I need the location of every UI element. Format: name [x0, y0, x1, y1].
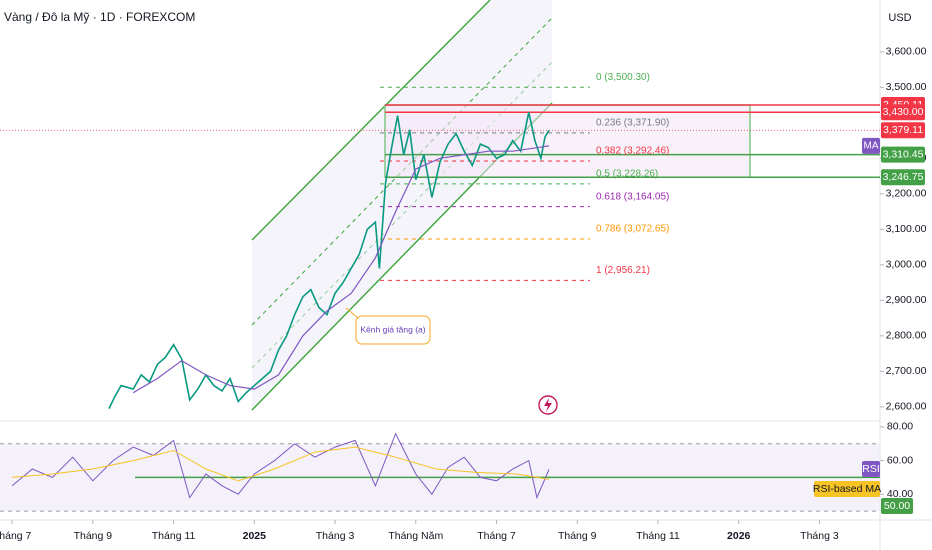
price-tag-label: 3,379.11 [883, 124, 923, 136]
rsi-tick-label: 60.00 [887, 454, 913, 466]
x-tick-label: Tháng 9 [74, 530, 113, 542]
price-tag [881, 146, 925, 163]
fib-label: 0.618 (3,164.05) [596, 191, 669, 202]
y-tick-label: 2,800.00 [886, 330, 927, 342]
price-tag [881, 122, 925, 139]
price-tag [881, 169, 925, 186]
price-tag [881, 104, 925, 121]
x-tick-label: 2026 [727, 530, 751, 542]
y-tick-label: 3,500.00 [886, 81, 927, 93]
fib-label: 0.786 (3,072.65) [596, 224, 669, 235]
price-tag-label: 3,246.75 [883, 171, 924, 183]
annotation: Kênh giá tăng (a) [360, 324, 425, 334]
range-box [384, 104, 751, 178]
fib-label: 0.382 (3,292.46) [596, 146, 669, 157]
chart-title: Vàng / Đô la Mỹ · 1D · FOREXCOM [4, 10, 195, 24]
price-line-series [108, 112, 550, 409]
rsi-tag-label: RSI [862, 463, 880, 475]
series-tag [862, 137, 880, 154]
ma-line [132, 145, 550, 394]
rsi-tag [862, 461, 880, 477]
y-tick-label: 3,100.00 [886, 223, 927, 235]
x-tick-label: Tháng 3 [800, 530, 839, 542]
x-tick-label: 2025 [243, 530, 267, 542]
x-tick-label: Tháng 11 [636, 530, 680, 542]
rsi-tick-label: 40.00 [887, 488, 913, 500]
y-tick-label: 2,900.00 [886, 294, 927, 306]
y-tick-label: 2,700.00 [886, 365, 927, 377]
channel-fill [252, 0, 552, 410]
x-tick-label: Tháng 3 [316, 530, 355, 542]
y-tick-label: 3,200.00 [886, 188, 927, 200]
rsi-tag [814, 481, 880, 497]
foreground-layer: Tháng 7 Tháng 9 Tháng 11 2025 Tháng 3 Tháng N… [0, 46, 927, 542]
rsi-level-tag [881, 498, 913, 514]
y-tick-label: 3,600.00 [886, 46, 927, 58]
rsi-level-label: 50.00 [884, 500, 910, 512]
x-tick-label: Tháng 11 [152, 530, 196, 542]
rsi-ma-line [12, 446, 550, 482]
series-tag-label: MA [864, 141, 879, 152]
channel-upper [251, 0, 491, 241]
rsi-tag-label: RSI-based MA [813, 483, 881, 495]
rsi-tick-label: 80.00 [887, 421, 913, 433]
y-tick-label: 3,000.00 [886, 259, 927, 271]
y-tick-label: 2,600.00 [886, 401, 927, 413]
x-tick-label: Tháng 7 [0, 530, 32, 542]
fib-label: 0.5 (3,228.26) [596, 168, 658, 179]
price-tag-label: 3,430.00 [883, 106, 924, 118]
rsi-line [11, 432, 550, 500]
x-tick-label: Tháng Năm [388, 530, 443, 542]
x-tick-label: Tháng 9 [558, 530, 597, 542]
fib-label: 0.236 (3,371.90) [596, 117, 669, 128]
x-tick-label: Tháng 7 [477, 530, 516, 542]
annotation-pointer [345, 307, 359, 319]
price-tag-label: 3,310.45 [883, 148, 924, 160]
event-icon-bolt [544, 398, 552, 412]
fib-label: 0 (3,500.30) [596, 72, 650, 83]
annotation-box [355, 315, 431, 345]
fib-label: 1 (2,956.21) [596, 265, 650, 276]
currency: USD [888, 12, 911, 24]
